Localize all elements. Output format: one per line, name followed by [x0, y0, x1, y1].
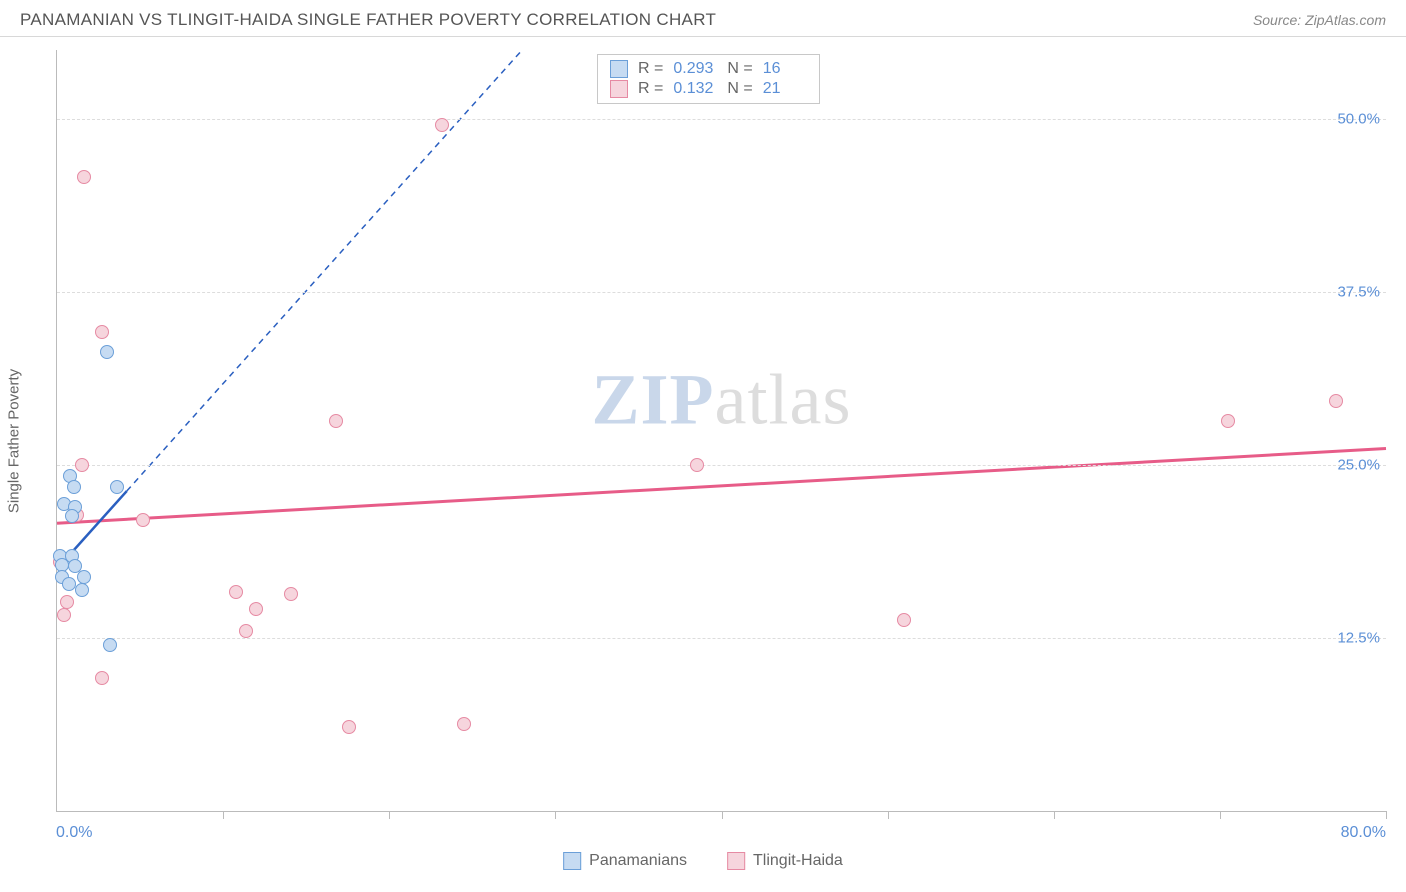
y-tick-label: 50.0% [1337, 111, 1380, 128]
data-point [284, 587, 298, 601]
data-point [75, 583, 89, 597]
correlation-legend: R = 0.293 N = 16 R = 0.132 N = 21 [597, 54, 820, 104]
gridline [57, 465, 1386, 466]
data-point [95, 671, 109, 685]
data-point [67, 480, 81, 494]
n-label-b: N = [727, 80, 752, 98]
chart-source: Source: ZipAtlas.com [1253, 12, 1386, 28]
trend-line-a-dashed [127, 50, 522, 491]
data-point [75, 458, 89, 472]
chart-container: Single Father Poverty ZIPatlas R = 0.293… [20, 50, 1386, 832]
x-tick [1220, 811, 1221, 819]
gridline [57, 638, 1386, 639]
r-value-b: 0.132 [673, 80, 717, 98]
legend-item-b: Tlingit-Haida [727, 852, 843, 870]
trend-line-b [57, 448, 1386, 523]
y-axis-label: Single Father Poverty [6, 369, 23, 513]
r-label-a: R = [638, 60, 663, 78]
data-point [249, 602, 263, 616]
trend-lines-layer [57, 50, 1386, 811]
n-label-a: N = [727, 60, 752, 78]
data-point [690, 458, 704, 472]
data-point [342, 720, 356, 734]
y-tick-label: 25.0% [1337, 457, 1380, 474]
series-legend: Panamanians Tlingit-Haida [563, 852, 843, 870]
chart-title: PANAMANIAN VS TLINGIT-HAIDA SINGLE FATHE… [20, 10, 716, 30]
data-point [1221, 414, 1235, 428]
data-point [897, 613, 911, 627]
legend-label-a: Panamanians [589, 852, 687, 870]
gridline [57, 292, 1386, 293]
x-tick [389, 811, 390, 819]
data-point [457, 717, 471, 731]
y-tick-label: 37.5% [1337, 284, 1380, 301]
n-value-a: 16 [763, 60, 807, 78]
swatch-series-a-icon [610, 60, 628, 78]
y-tick-label: 12.5% [1337, 630, 1380, 647]
swatch-a-icon [563, 852, 581, 870]
x-tick [555, 811, 556, 819]
data-point [103, 638, 117, 652]
x-axis-max-label: 80.0% [1341, 824, 1386, 842]
correlation-row-b: R = 0.132 N = 21 [610, 79, 807, 99]
x-tick [1054, 811, 1055, 819]
data-point [57, 608, 71, 622]
x-tick [223, 811, 224, 819]
data-point [77, 170, 91, 184]
data-point [329, 414, 343, 428]
data-point [435, 118, 449, 132]
data-point [65, 509, 79, 523]
gridline [57, 119, 1386, 120]
data-point [62, 577, 76, 591]
data-point [239, 624, 253, 638]
x-axis-min-label: 0.0% [56, 824, 92, 842]
r-value-a: 0.293 [673, 60, 717, 78]
data-point [229, 585, 243, 599]
data-point [1329, 394, 1343, 408]
data-point [110, 480, 124, 494]
chart-header: PANAMANIAN VS TLINGIT-HAIDA SINGLE FATHE… [0, 0, 1406, 37]
legend-item-a: Panamanians [563, 852, 687, 870]
data-point [100, 345, 114, 359]
x-tick [722, 811, 723, 819]
plot-area: ZIPatlas R = 0.293 N = 16 R = 0.132 N = … [56, 50, 1386, 812]
swatch-series-b-icon [610, 80, 628, 98]
x-tick [888, 811, 889, 819]
correlation-row-a: R = 0.293 N = 16 [610, 59, 807, 79]
r-label-b: R = [638, 80, 663, 98]
legend-label-b: Tlingit-Haida [753, 852, 843, 870]
data-point [136, 513, 150, 527]
n-value-b: 21 [763, 80, 807, 98]
swatch-b-icon [727, 852, 745, 870]
data-point [95, 325, 109, 339]
x-tick [1386, 811, 1387, 819]
